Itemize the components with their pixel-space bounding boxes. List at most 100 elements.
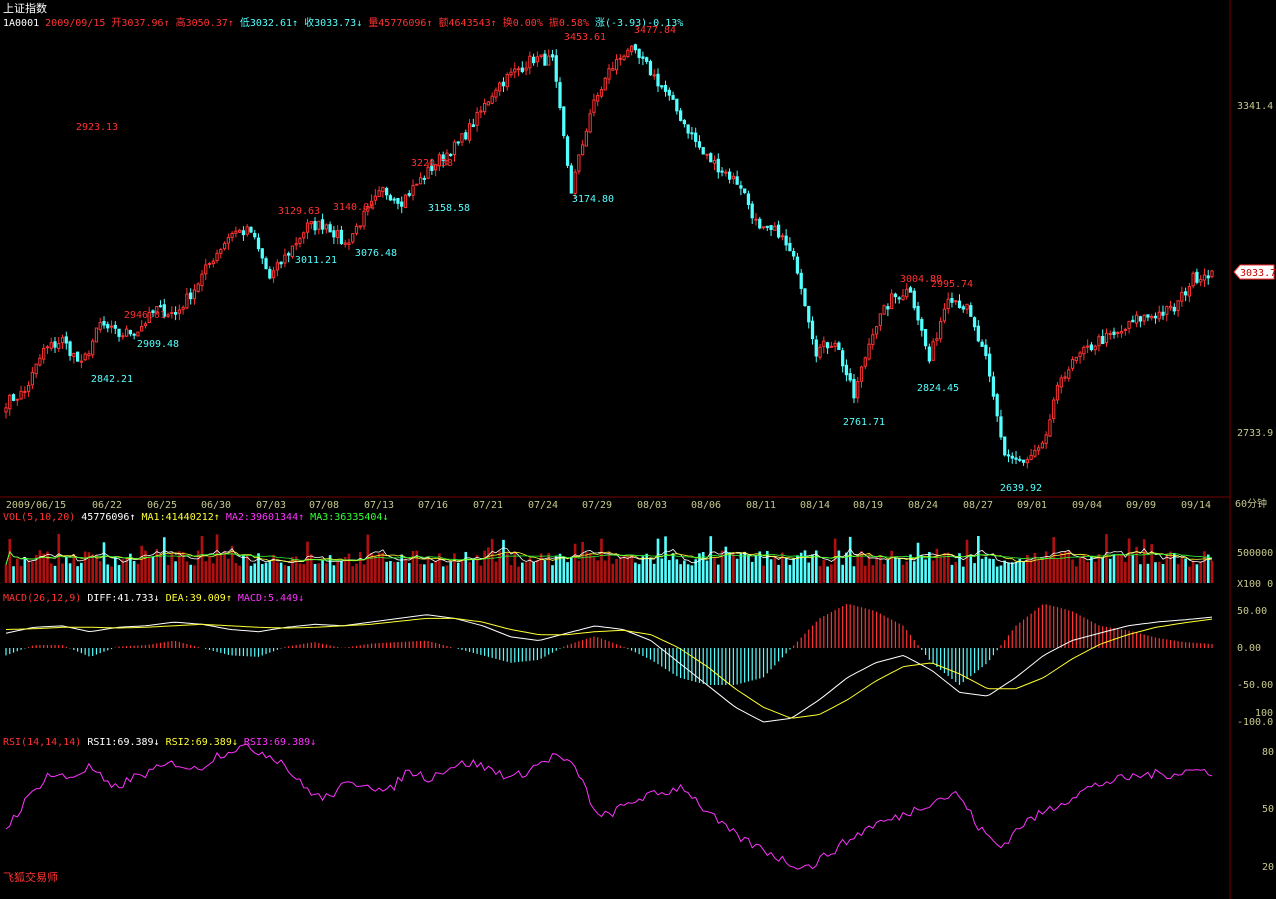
candle-body — [893, 293, 898, 298]
candle-body — [392, 198, 396, 201]
candle — [942, 303, 947, 324]
candle-body — [769, 225, 773, 231]
volume-bar — [125, 558, 128, 583]
candle-body — [94, 327, 99, 343]
volume-bar — [1022, 561, 1025, 583]
volume-bar — [407, 563, 411, 583]
candle-body — [1089, 344, 1094, 351]
candle-body — [795, 256, 800, 274]
candle — [618, 54, 622, 66]
candle — [369, 194, 374, 209]
volume-bar — [144, 550, 147, 583]
candle-body — [577, 154, 581, 172]
candle — [94, 327, 99, 343]
candle-body — [905, 288, 909, 298]
date-tick-label: 07/21 — [473, 500, 503, 511]
open-label: 开 — [111, 18, 122, 29]
volume-bar — [136, 563, 140, 583]
macd-panel-name[interactable]: MACD(26,12,9) — [3, 593, 82, 604]
vol-panel-name[interactable]: VOL(5,10,20) — [3, 512, 76, 523]
candle — [49, 337, 53, 352]
candle-body — [1063, 376, 1067, 379]
volume-bar — [456, 562, 460, 583]
candle — [867, 337, 871, 361]
candle-body — [124, 328, 129, 337]
candle — [648, 59, 653, 76]
candle — [652, 69, 656, 80]
candle — [976, 320, 980, 343]
current-price-marker — [1233, 264, 1275, 280]
volume-bar — [524, 562, 528, 583]
candle-body — [60, 337, 65, 344]
candle-body — [403, 194, 408, 209]
candle — [516, 66, 521, 77]
candle-body — [483, 102, 487, 113]
candle-body — [758, 218, 762, 229]
candle — [871, 328, 875, 350]
candle-body — [871, 334, 875, 346]
candle — [343, 239, 347, 248]
candle — [1108, 330, 1112, 340]
volume-bar — [185, 561, 189, 583]
candle-body — [829, 345, 833, 348]
volume-bar — [249, 565, 253, 583]
candle — [19, 385, 23, 400]
candle-body — [712, 159, 717, 164]
candle — [690, 126, 694, 140]
date-tick-label: 07/24 — [528, 500, 558, 511]
candle — [893, 292, 898, 304]
volume-bar — [321, 560, 324, 583]
candle-body — [1176, 300, 1180, 311]
candle — [795, 252, 800, 275]
candle — [961, 304, 965, 313]
volume-bar — [189, 564, 192, 583]
candle-body — [358, 225, 362, 228]
candle — [1014, 450, 1018, 465]
candle-body — [946, 298, 950, 310]
candle — [230, 231, 234, 242]
candle — [1040, 440, 1045, 449]
vol-ma3-label: MA3: — [310, 512, 335, 523]
candle — [467, 119, 472, 144]
candle — [494, 87, 498, 102]
candle — [403, 193, 408, 209]
candle — [905, 283, 909, 300]
volume-bar — [479, 565, 483, 583]
volume-bar — [505, 553, 509, 583]
volume-bar — [1029, 559, 1033, 583]
volume-bar — [1082, 554, 1086, 583]
volume-bar — [973, 563, 976, 583]
candle — [498, 81, 502, 97]
candle-body — [920, 318, 924, 331]
volume-bar — [830, 564, 833, 583]
candle-body — [705, 153, 709, 156]
candle-body — [158, 305, 163, 308]
volume-bar — [1067, 550, 1071, 583]
volume-bar — [245, 555, 249, 583]
volume-bar — [430, 563, 434, 583]
volume-bar — [1048, 557, 1052, 583]
volume-bar — [871, 565, 875, 583]
rsi-panel-name[interactable]: RSI(14,14,14) — [3, 737, 82, 748]
candle — [758, 216, 762, 230]
candle — [1082, 345, 1086, 361]
volume-bar — [879, 555, 882, 583]
rsi2-arrow-icon: ↓ — [231, 737, 238, 748]
candle — [972, 316, 977, 331]
candle-body — [162, 304, 166, 317]
candle-body — [313, 221, 317, 231]
candle-body — [34, 363, 38, 375]
candle-body — [961, 306, 965, 310]
volume-bar — [758, 551, 762, 583]
candle — [1176, 300, 1180, 317]
volume-bar — [781, 552, 784, 583]
candle — [268, 266, 272, 280]
volume-bar — [211, 563, 215, 583]
candle — [275, 259, 279, 277]
volume-bar — [637, 564, 641, 583]
candle — [1183, 287, 1188, 302]
volume-bar — [80, 562, 83, 583]
volume-bar — [581, 542, 584, 583]
candle-body — [652, 74, 656, 77]
